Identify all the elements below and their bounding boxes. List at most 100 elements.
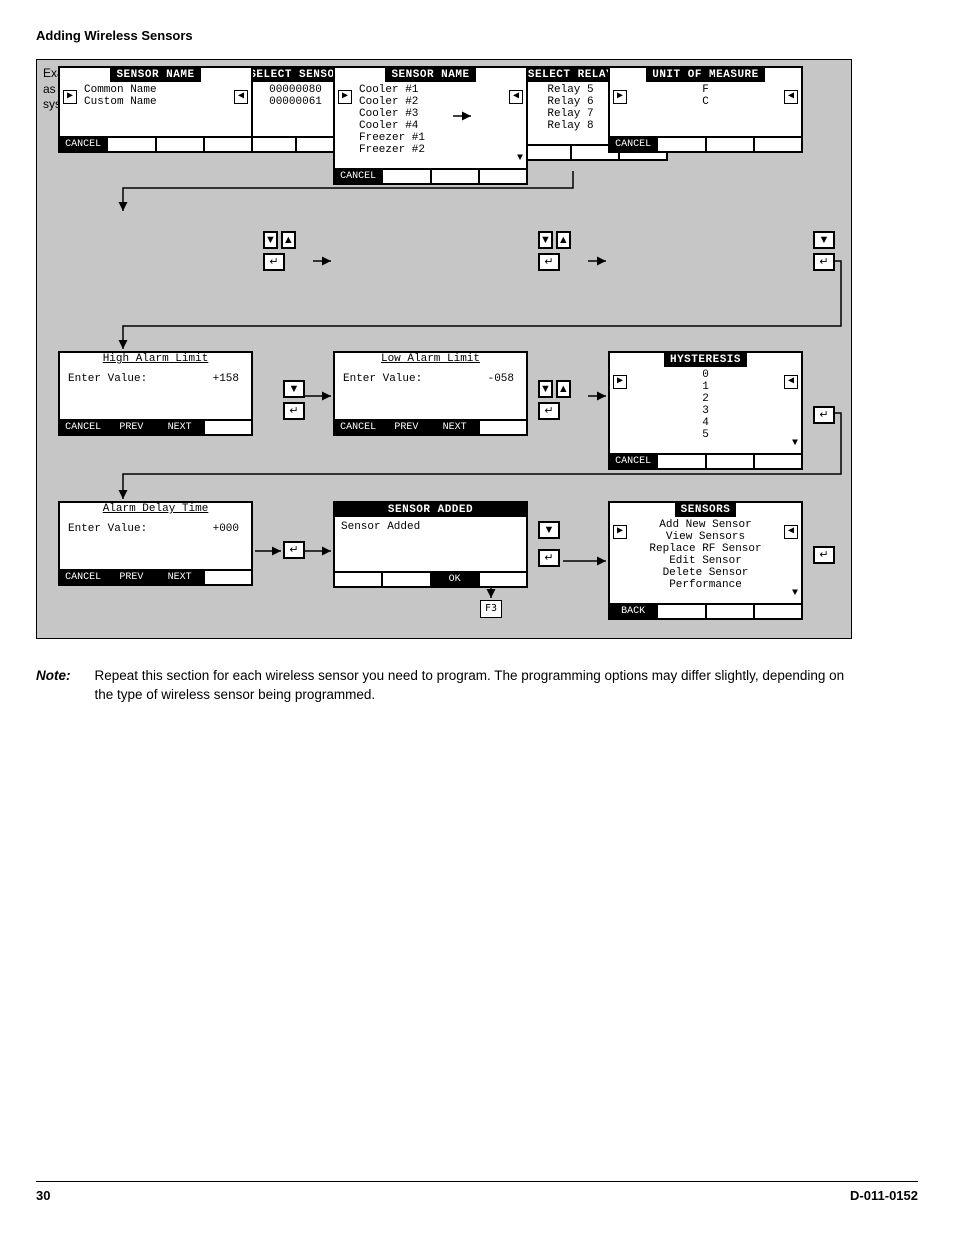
footer-blank bbox=[658, 455, 706, 468]
note-text: Repeat this section for each wireless se… bbox=[95, 667, 853, 705]
enter-key-icon[interactable] bbox=[813, 253, 835, 271]
footer-cancel[interactable]: CANCEL bbox=[60, 421, 108, 434]
left-arrow-icon: ▶ bbox=[338, 90, 352, 104]
down-key-icon[interactable] bbox=[538, 231, 553, 249]
entry-value: -058 bbox=[488, 373, 514, 385]
footer-cancel[interactable]: CANCEL bbox=[335, 421, 383, 434]
key-column bbox=[813, 406, 839, 428]
panel-title: Alarm Delay Time bbox=[103, 503, 209, 515]
section-heading: Adding Wireless Sensors bbox=[36, 28, 918, 43]
key-column bbox=[283, 380, 309, 424]
panel-title: High Alarm Limit bbox=[103, 353, 209, 365]
panel-sensor-name-1: SENSOR NAME ▶ ◀ Common Name Custom Name … bbox=[58, 66, 253, 153]
footer-blank bbox=[658, 605, 706, 618]
panel-title: SENSOR NAME bbox=[385, 68, 475, 82]
enter-key-icon[interactable] bbox=[283, 402, 305, 420]
footer-ok[interactable]: OK bbox=[432, 573, 480, 586]
down-key-icon[interactable] bbox=[263, 231, 278, 249]
footer-blank bbox=[205, 571, 251, 584]
note-label: Note: bbox=[36, 667, 71, 705]
panel-sensors-menu: SENSORS ▶ ◀ Add New Sensor View Sensors … bbox=[608, 501, 803, 620]
down-key-icon[interactable] bbox=[283, 380, 305, 398]
list-item: Freezer #2 bbox=[339, 144, 522, 156]
list-item: Edit Sensor bbox=[614, 555, 797, 567]
list-item: 5 bbox=[614, 429, 797, 441]
list-item: Cooler #2 bbox=[339, 96, 522, 108]
footer-prev[interactable]: PREV bbox=[383, 421, 431, 434]
footer-cancel[interactable]: CANCEL bbox=[60, 138, 108, 151]
footer-blank bbox=[335, 573, 383, 586]
note-block: Note: Repeat this section for each wirel… bbox=[36, 667, 852, 705]
key-column bbox=[538, 521, 564, 571]
down-key-icon[interactable] bbox=[813, 231, 835, 249]
list-item: 1 bbox=[614, 381, 797, 393]
right-arrow-icon: ◀ bbox=[509, 90, 523, 104]
list-item: 0 bbox=[614, 369, 797, 381]
up-key-icon[interactable] bbox=[281, 231, 296, 249]
key-column bbox=[538, 380, 564, 424]
footer-blank bbox=[157, 138, 205, 151]
footer-blank bbox=[707, 455, 755, 468]
list-item: Add New Sensor bbox=[614, 519, 797, 531]
footer-blank bbox=[755, 138, 801, 151]
panel-high-alarm: High Alarm Limit Enter Value: +158 CANCE… bbox=[58, 351, 253, 436]
f3-key-icon[interactable]: F3 bbox=[480, 600, 502, 618]
list-item: 3 bbox=[614, 405, 797, 417]
footer-blank bbox=[755, 455, 801, 468]
right-arrow-icon: ◀ bbox=[784, 90, 798, 104]
left-arrow-icon: ▶ bbox=[63, 90, 77, 104]
footer-cancel[interactable]: CANCEL bbox=[610, 138, 658, 151]
footer-cancel[interactable]: CANCEL bbox=[610, 455, 658, 468]
panel-title: Low Alarm Limit bbox=[381, 353, 480, 365]
list-item: Performance bbox=[614, 579, 797, 591]
panel-hysteresis: HYSTERESIS ▶ ◀ 0 1 2 3 4 5 ▼ CANCEL bbox=[608, 351, 803, 470]
enter-key-icon[interactable] bbox=[538, 549, 560, 567]
footer-blank bbox=[707, 138, 755, 151]
page-footer: 30 D-011-0152 bbox=[36, 1181, 918, 1203]
enter-key-icon[interactable] bbox=[538, 253, 560, 271]
enter-key-icon[interactable] bbox=[538, 402, 560, 420]
enter-key-icon[interactable] bbox=[283, 541, 305, 559]
footer-next[interactable]: NEXT bbox=[157, 421, 205, 434]
footer-next[interactable]: NEXT bbox=[432, 421, 480, 434]
footer-blank bbox=[383, 573, 431, 586]
footer-blank bbox=[523, 146, 571, 159]
entry-value: +158 bbox=[213, 373, 239, 385]
panel-alarm-delay: Alarm Delay Time Enter Value: +000 CANCE… bbox=[58, 501, 253, 586]
entry-label: Enter Value: bbox=[68, 373, 147, 385]
entry-label: Enter Value: bbox=[343, 373, 422, 385]
footer-cancel[interactable]: CANCEL bbox=[335, 170, 383, 183]
enter-key-icon[interactable] bbox=[263, 253, 285, 271]
up-key-icon[interactable] bbox=[556, 380, 571, 398]
key-column bbox=[813, 231, 839, 275]
footer-blank bbox=[248, 138, 296, 151]
footer-blank bbox=[480, 573, 526, 586]
enter-key-icon[interactable] bbox=[813, 546, 835, 564]
footer-blank bbox=[658, 138, 706, 151]
up-key-icon[interactable] bbox=[556, 231, 571, 249]
footer-next[interactable]: NEXT bbox=[157, 571, 205, 584]
footer-prev[interactable]: PREV bbox=[108, 421, 156, 434]
down-key-icon[interactable] bbox=[538, 521, 560, 539]
footer-back[interactable]: BACK bbox=[610, 605, 658, 618]
key-column bbox=[813, 546, 839, 568]
key-column bbox=[283, 541, 309, 563]
footer-cancel[interactable]: CANCEL bbox=[60, 571, 108, 584]
left-arrow-icon: ▶ bbox=[613, 90, 627, 104]
page-number: 30 bbox=[36, 1188, 50, 1203]
right-arrow-icon: ◀ bbox=[784, 375, 798, 389]
key-column bbox=[538, 231, 564, 275]
footer-blank bbox=[432, 170, 480, 183]
list-item: Replace RF Sensor bbox=[614, 543, 797, 555]
down-key-icon[interactable] bbox=[538, 380, 553, 398]
panel-unit: UNIT OF MEASURE ▶ ◀ F C CANCEL bbox=[608, 66, 803, 153]
footer-prev[interactable]: PREV bbox=[108, 571, 156, 584]
list-item: 2 bbox=[614, 393, 797, 405]
enter-key-icon[interactable] bbox=[813, 406, 835, 424]
entry-label: Enter Value: bbox=[68, 523, 147, 535]
doc-number: D-011-0152 bbox=[850, 1188, 918, 1203]
key-column bbox=[263, 231, 289, 275]
scroll-indicator-icon: ▼ bbox=[792, 438, 798, 449]
list-item: Cooler #3 bbox=[339, 108, 522, 120]
left-arrow-icon: ▶ bbox=[613, 375, 627, 389]
